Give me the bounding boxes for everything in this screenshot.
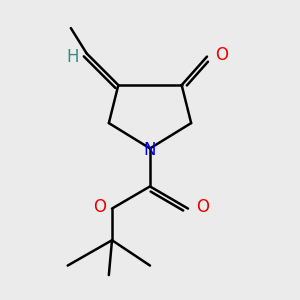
Text: O: O (215, 46, 228, 64)
Text: O: O (93, 198, 106, 216)
Text: H: H (66, 48, 79, 66)
Text: O: O (196, 198, 209, 216)
Text: N: N (144, 141, 156, 159)
